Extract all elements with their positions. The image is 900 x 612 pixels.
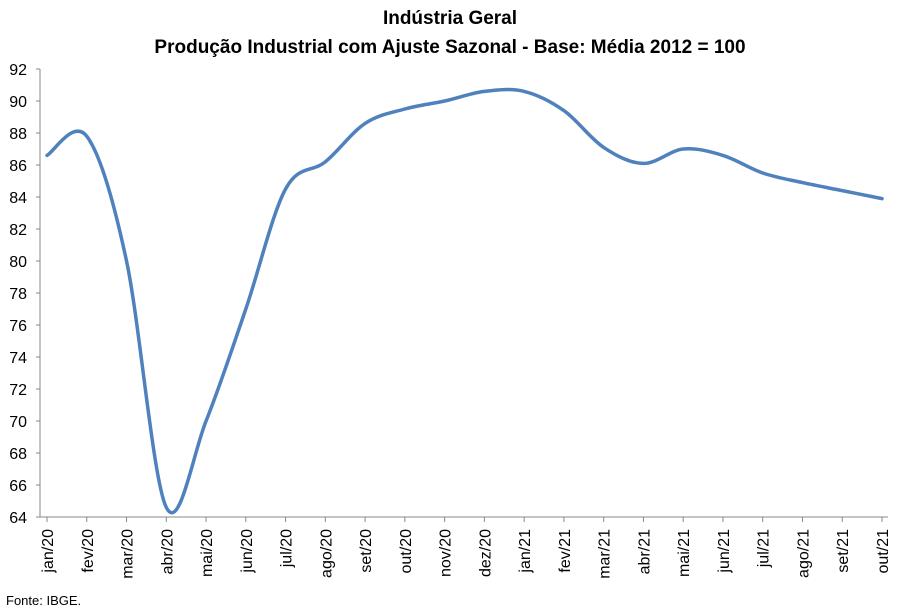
x-tick-label: jun/20 [239,529,256,574]
x-tick-label: out/20 [398,529,415,574]
x-tick-label: jan/21 [517,529,534,574]
x-tick-label: set/21 [835,529,852,573]
y-tick-label: 74 [9,350,27,367]
x-tick-label: jan/20 [40,529,57,574]
x-tick-label: ago/20 [318,529,335,578]
y-tick-label: 76 [9,318,27,335]
y-tick-label: 72 [9,382,27,399]
x-tick-label: abr/21 [636,529,653,574]
x-tick-label: jul/21 [756,529,773,568]
x-tick-label: ago/21 [795,529,812,578]
y-tick-label: 64 [9,510,27,527]
y-tick-label: 68 [9,446,27,463]
x-axis-ticks: jan/20 fev/20 mar/20 abr/20 mai/20 jun/20 jul/… [40,517,892,579]
x-tick-label: jul/20 [279,529,296,568]
chart-subtitle: Produção Industrial com Ajuste Sazonal -… [154,37,746,58]
x-tick-label: mai/21 [676,529,693,577]
y-tick-label: 78 [9,286,27,303]
y-tick-label: 82 [9,222,27,239]
x-tick-label: dez/20 [477,529,494,577]
y-tick-label: 84 [9,190,27,207]
x-tick-label: jun/21 [716,529,733,574]
series-group [45,87,884,515]
x-tick-label: mar/20 [120,529,137,579]
x-tick-label: mai/20 [199,529,216,577]
x-tick-label: fev/20 [80,529,97,573]
source-note: Fonte: IBGE. [6,593,82,608]
y-tick-label: 80 [9,254,27,271]
x-tick-label: mar/21 [597,529,614,579]
y-tick-label: 92 [9,62,27,79]
chart-title: Indústria Geral [382,8,518,29]
y-tick-label: 70 [9,414,27,431]
y-tick-label: 88 [9,126,27,143]
x-tick-label: out/21 [875,529,892,574]
x-tick-label: set/20 [358,529,375,573]
series-line-0 [45,87,884,515]
x-tick-label: abr/20 [159,529,176,574]
y-tick-label: 66 [9,478,27,495]
x-tick-label: nov/20 [438,529,455,577]
y-axis-ticks: 64 66 68 70 72 74 76 78 80 82 84 86 88 90 92 [9,62,40,527]
y-tick-label: 90 [9,94,27,111]
x-tick-label: fev/21 [557,529,574,573]
y-tick-label: 86 [9,158,27,175]
